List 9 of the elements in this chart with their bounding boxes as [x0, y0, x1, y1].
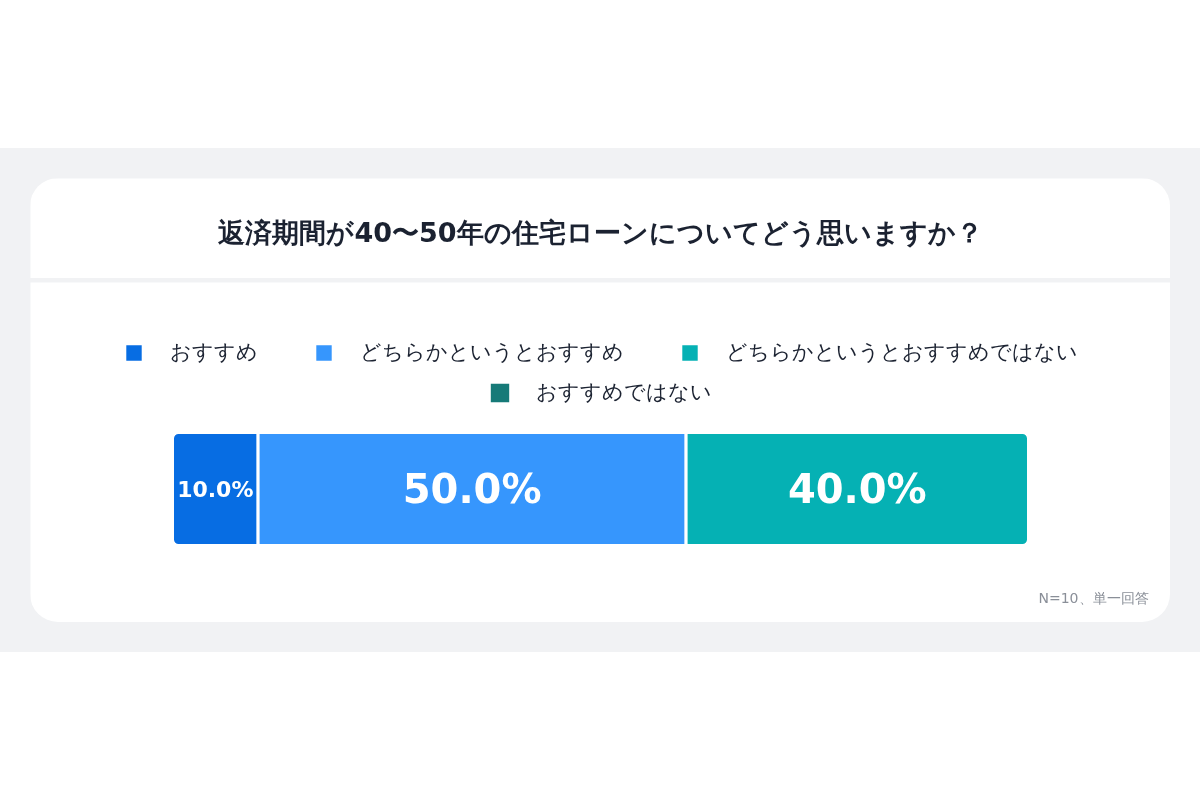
data-label: 40.0% — [787, 466, 927, 512]
data-label: 50.0% — [402, 466, 542, 512]
legend-label: おすすめではない — [536, 379, 712, 406]
chart-title: 返済期間が40〜50年の住宅ローンについてどう思いますか？ — [218, 217, 983, 248]
legend-label: どちらかというとおすすめではない — [726, 339, 1078, 366]
data-label: 10.0% — [177, 476, 254, 502]
text: N=10、単一回答 — [1038, 589, 1149, 606]
legend-label: おすすめ — [170, 339, 258, 366]
legend-label: どちらかというとおすすめ — [360, 339, 624, 366]
